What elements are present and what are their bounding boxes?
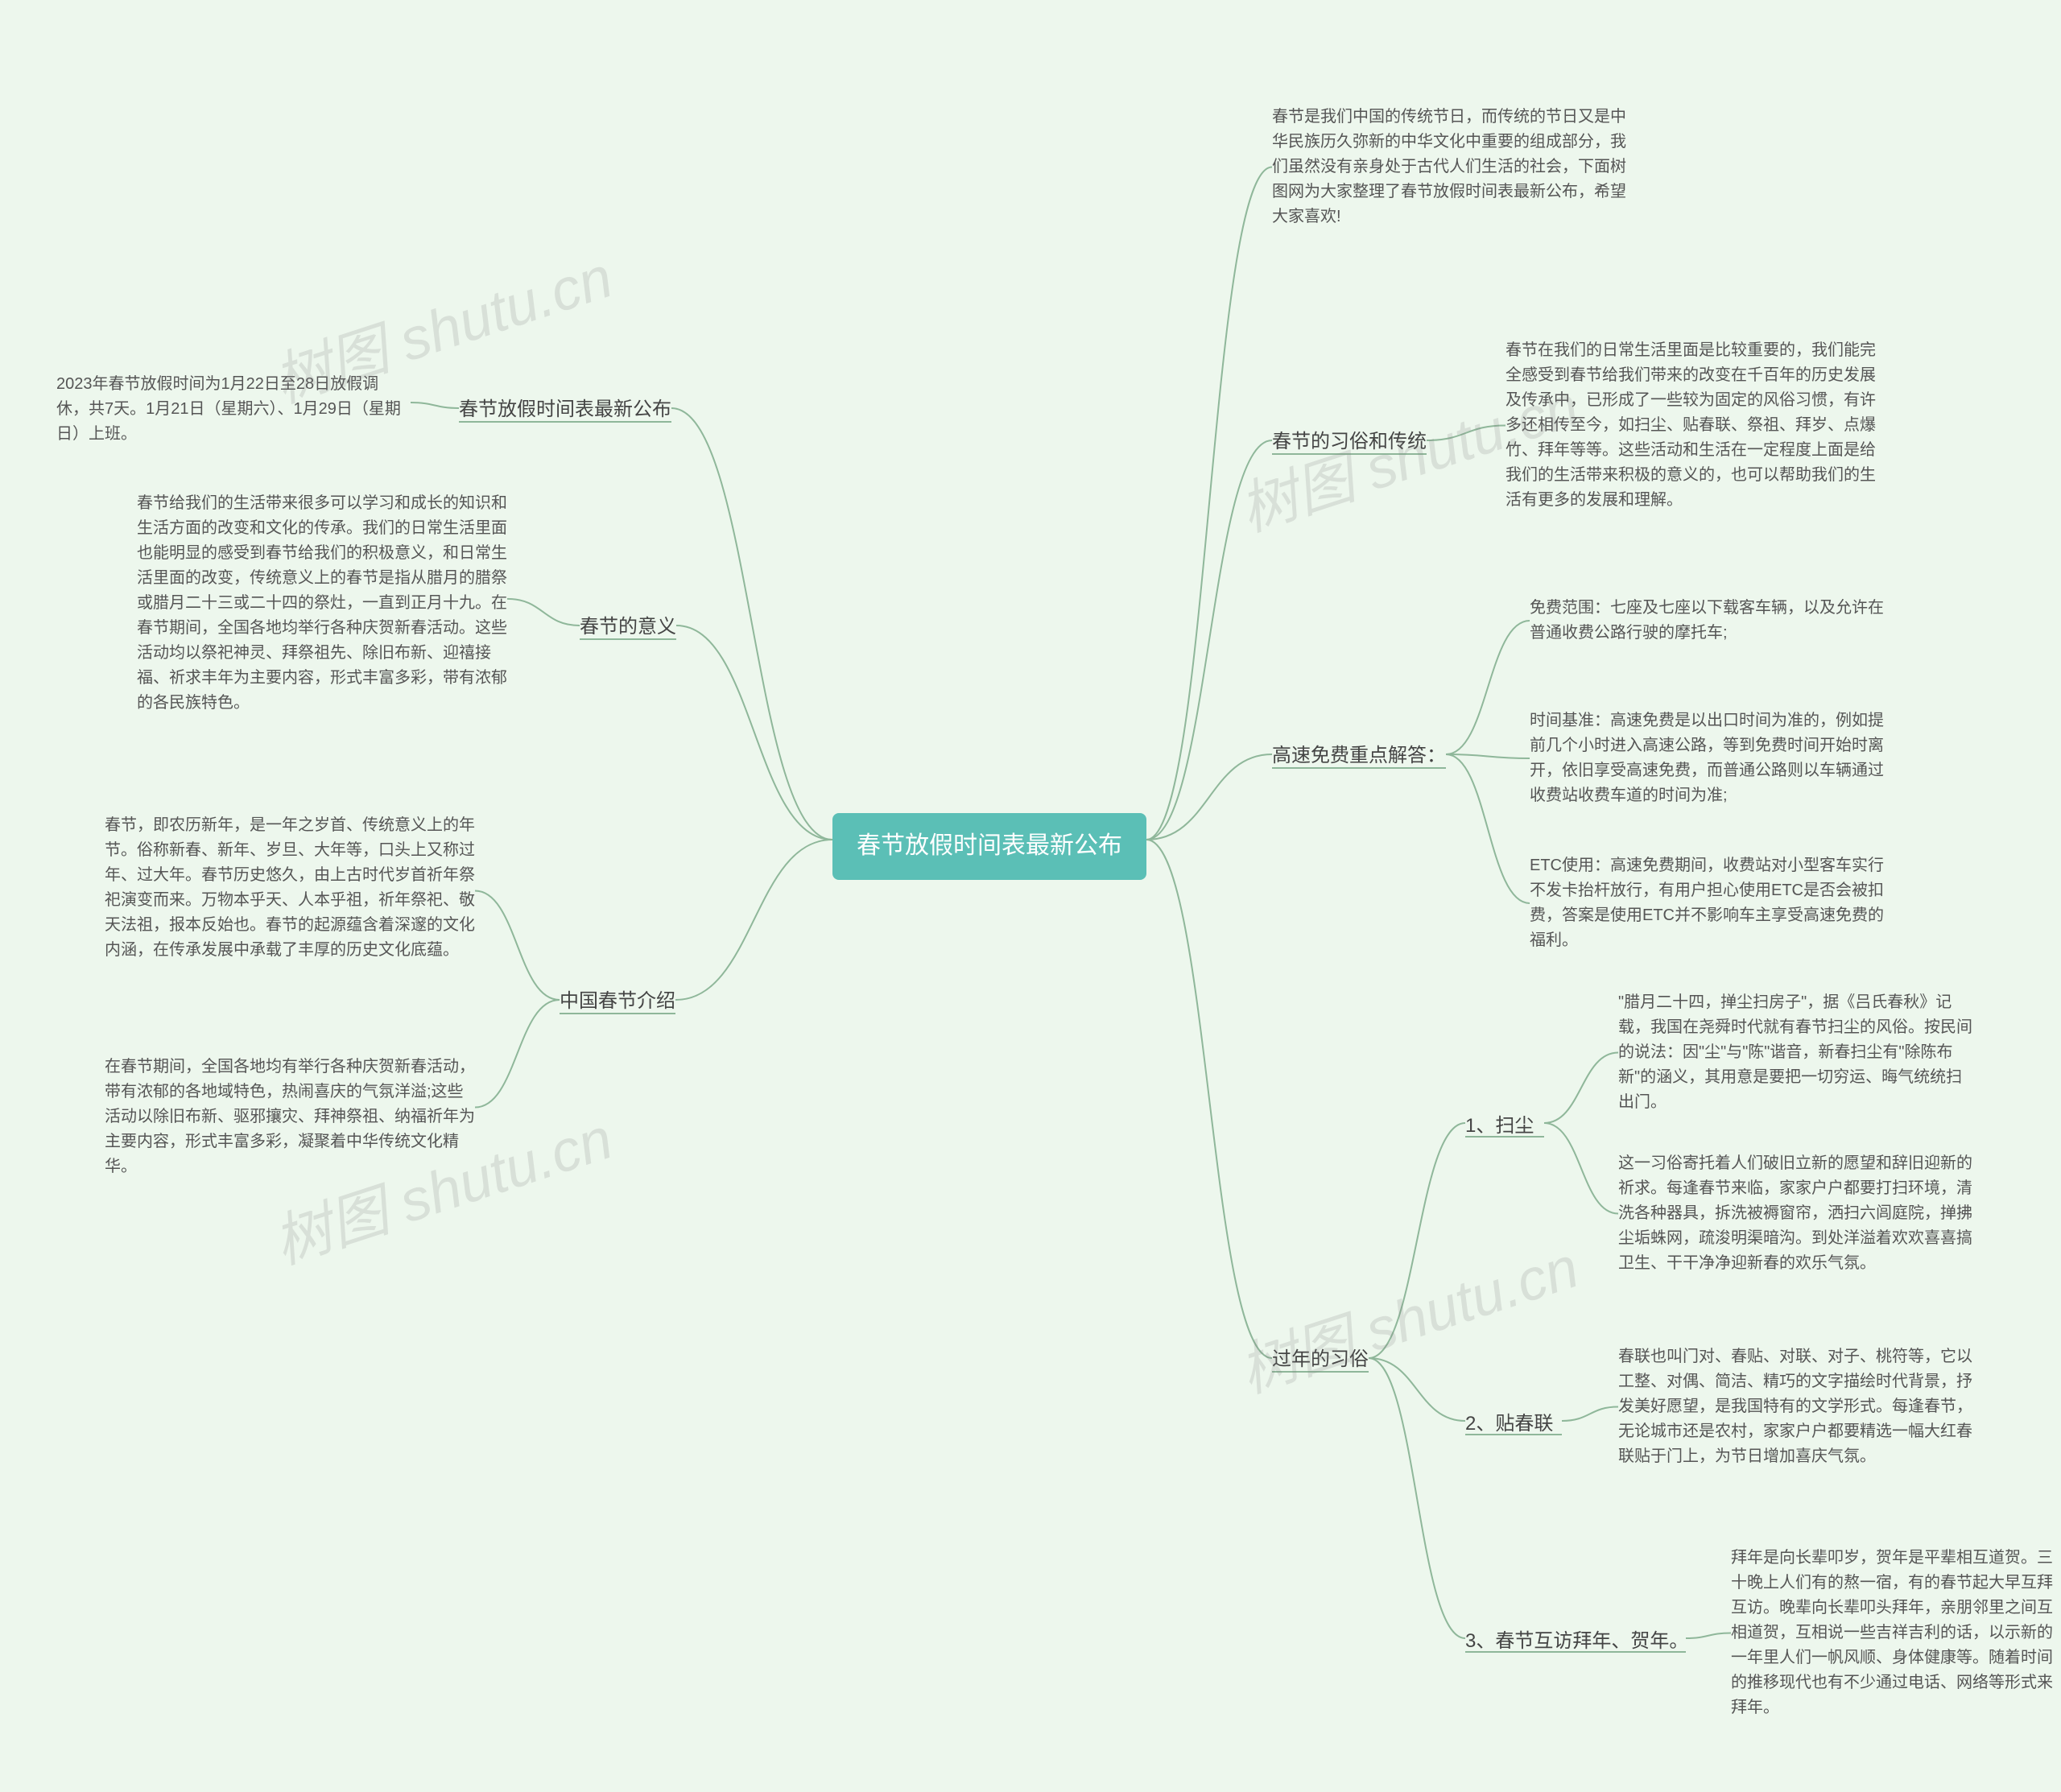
leaf-meaning-0: 春节给我们的生活带来很多可以学习和成长的知识和生活方面的改变和文化的传承。我们的… <box>137 491 507 716</box>
leaf-ny_customs-2-0: 拜年是向长辈叩岁，贺年是平辈相互道贺。三十晚上人们有的熬一宿，有的春节起大早互拜… <box>1731 1546 2053 1720</box>
branch-intro: 中国春节介绍 <box>560 986 675 1016</box>
leaf-intro-1: 在春节期间，全国各地均有举行各种庆贺新春活动，带有浓郁的各地域特色，热闹喜庆的气… <box>105 1055 475 1179</box>
branch-meaning: 春节的意义 <box>580 612 676 642</box>
watermark: 树图 shutu.cn <box>1227 1220 1587 1409</box>
leaf-summary-0: 春节是我们中国的传统节日，而传统的节日又是中华民族历久弥新的中华文化中重要的组成… <box>1272 105 1626 229</box>
center-topic: 春节放假时间表最新公布 <box>832 813 1146 880</box>
branch-customs_trad: 春节的习俗和传统 <box>1272 427 1427 456</box>
leaf-customs_trad-0: 春节在我们的日常生活里面是比较重要的，我们能完全感受到春节给我们带来的改变在千百… <box>1505 338 1876 513</box>
leaf-highway-2: ETC使用：高速免费期间，收费站对小型客车实行不发卡抬杆放行，有用户担心使用ET… <box>1530 853 1884 953</box>
leaf-schedule-0: 2023年春节放假时间为1月22日至28日放假调休，共7天。1月21日（星期六）… <box>56 372 411 447</box>
branch-schedule: 春节放假时间表最新公布 <box>459 394 671 424</box>
sub-ny_customs-0: 1、扫尘 <box>1465 1111 1534 1141</box>
branch-highway: 高速免费重点解答： <box>1272 741 1446 770</box>
sub-ny_customs-2: 3、春节互访拜年、贺年。 <box>1465 1626 1688 1656</box>
sub-ny_customs-1: 2、贴春联 <box>1465 1409 1553 1439</box>
leaf-intro-0: 春节，即农历新年，是一年之岁首、传统意义上的年节。俗称新春、新年、岁旦、大年等，… <box>105 813 475 963</box>
leaf-ny_customs-1-0: 春联也叫门对、春贴、对联、对子、桃符等，它以工整、对偶、简洁、精巧的文字描绘时代… <box>1618 1344 1972 1469</box>
leaf-highway-0: 免费范围：七座及七座以下载客车辆，以及允许在普通收费公路行驶的摩托车; <box>1530 596 1884 646</box>
leaf-ny_customs-0-1: 这一习俗寄托着人们破旧立新的愿望和辞旧迎新的祈求。每逢春节来临，家家户户都要打扫… <box>1618 1151 1972 1276</box>
branch-ny_customs: 过年的习俗 <box>1272 1344 1369 1374</box>
leaf-ny_customs-0-0: "腊月二十四，掸尘扫房子"，据《吕氏春秋》记载，我国在尧舜时代就有春节扫尘的风俗… <box>1618 990 1972 1115</box>
leaf-highway-1: 时间基准：高速免费是以出口时间为准的，例如提前几个小时进入高速公路，等到免费时间… <box>1530 708 1884 808</box>
